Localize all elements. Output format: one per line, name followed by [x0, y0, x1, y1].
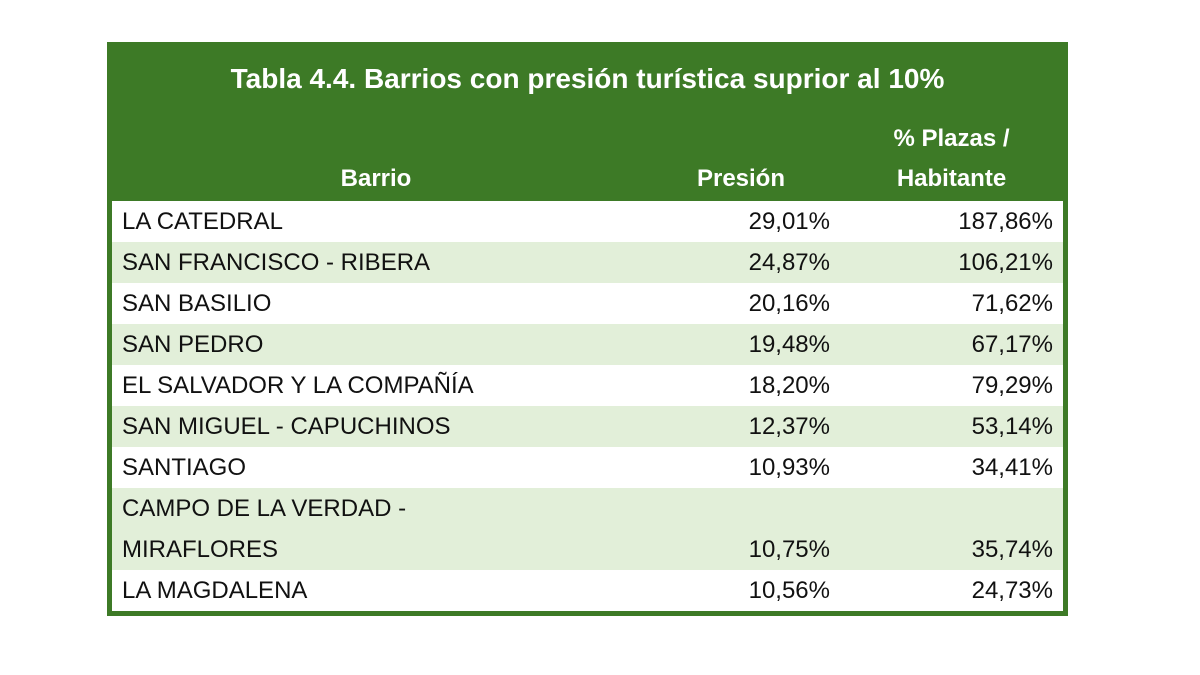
- table-cell: 10,75%: [640, 488, 840, 570]
- table-cell: 29,01%: [640, 201, 840, 242]
- table-cell: 79,29%: [840, 365, 1063, 406]
- table-row: SAN PEDRO 19,48% 67,17%: [112, 324, 1063, 365]
- table-cell: SAN FRANCISCO - RIBERA: [112, 242, 640, 283]
- column-header: % Plazas / Habitante: [893, 125, 1010, 192]
- table-cell: 53,14%: [840, 406, 1063, 447]
- table-cell: 12,37%: [640, 406, 840, 447]
- table-cell: LA CATEDRAL: [112, 201, 640, 242]
- table-row: SAN MIGUEL - CAPUCHINOS 12,37% 53,14%: [112, 406, 1063, 447]
- table-cell: 106,21%: [840, 242, 1063, 283]
- table-row: LA CATEDRAL 29,01% 187,86%: [112, 201, 1063, 242]
- table-cell: 67,17%: [840, 324, 1063, 365]
- table-cell: SANTIAGO: [112, 447, 640, 488]
- column-header: Presión: [696, 165, 785, 192]
- table-box: Tabla 4.4. Barrios con presión turística…: [107, 42, 1068, 616]
- table-cell: 24,73%: [840, 570, 1063, 611]
- table-cell: CAMPO DE LA VERDAD - MIRAFLORES: [112, 488, 640, 570]
- table-title: Tabla 4.4. Barrios con presión turística…: [230, 63, 945, 94]
- table-cell: 10,56%: [640, 570, 840, 611]
- table-cell: LA MAGDALENA: [112, 570, 640, 611]
- table-cell: SAN PEDRO: [112, 324, 640, 365]
- table-cell: SAN MIGUEL - CAPUCHINOS: [112, 406, 640, 447]
- table-row: SAN BASILIO 20,16% 71,62%: [112, 283, 1063, 324]
- table-cell: EL SALVADOR Y LA COMPAÑÍA: [112, 365, 640, 406]
- table-cell: 24,87%: [640, 242, 840, 283]
- table-cell: SAN BASILIO: [112, 283, 640, 324]
- table-row: CAMPO DE LA VERDAD - MIRAFLORES 10,75% 35,…: [112, 488, 1063, 570]
- table: Barrio Presión % Plazas / Habitante LA CAT…: [112, 117, 1063, 611]
- table-cell: 71,62%: [840, 283, 1063, 324]
- table-body: LA CATEDRAL 29,01% 187,86% SAN FRANCISCO - …: [112, 201, 1063, 611]
- table-cell: 34,41%: [840, 447, 1063, 488]
- table-row: SANTIAGO 10,93% 34,41%: [112, 447, 1063, 488]
- table-cell: 20,16%: [640, 283, 840, 324]
- table-cell: 187,86%: [840, 201, 1063, 242]
- table-row: SAN FRANCISCO - RIBERA 24,87% 106,21%: [112, 242, 1063, 283]
- table-cell: 18,20%: [640, 365, 840, 406]
- column-header: Barrio: [340, 165, 412, 192]
- table-head: Barrio Presión % Plazas / Habitante: [112, 117, 1063, 201]
- table-cell: 19,48%: [640, 324, 840, 365]
- table-row: LA MAGDALENA 10,56% 24,73%: [112, 570, 1063, 611]
- table-row: EL SALVADOR Y LA COMPAÑÍA 18,20% 79,29%: [112, 365, 1063, 406]
- table-cell: 35,74%: [840, 488, 1063, 570]
- header-row: Barrio Presión % Plazas / Habitante: [112, 117, 1063, 201]
- table-cell: 10,93%: [640, 447, 840, 488]
